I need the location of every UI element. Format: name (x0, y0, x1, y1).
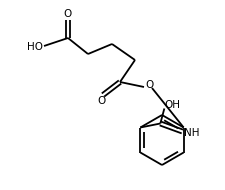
Text: O: O (97, 96, 105, 106)
Text: HO: HO (27, 42, 43, 52)
Text: NH: NH (184, 127, 199, 138)
Text: OH: OH (164, 101, 180, 111)
Text: O: O (145, 80, 153, 90)
Text: O: O (64, 9, 72, 19)
